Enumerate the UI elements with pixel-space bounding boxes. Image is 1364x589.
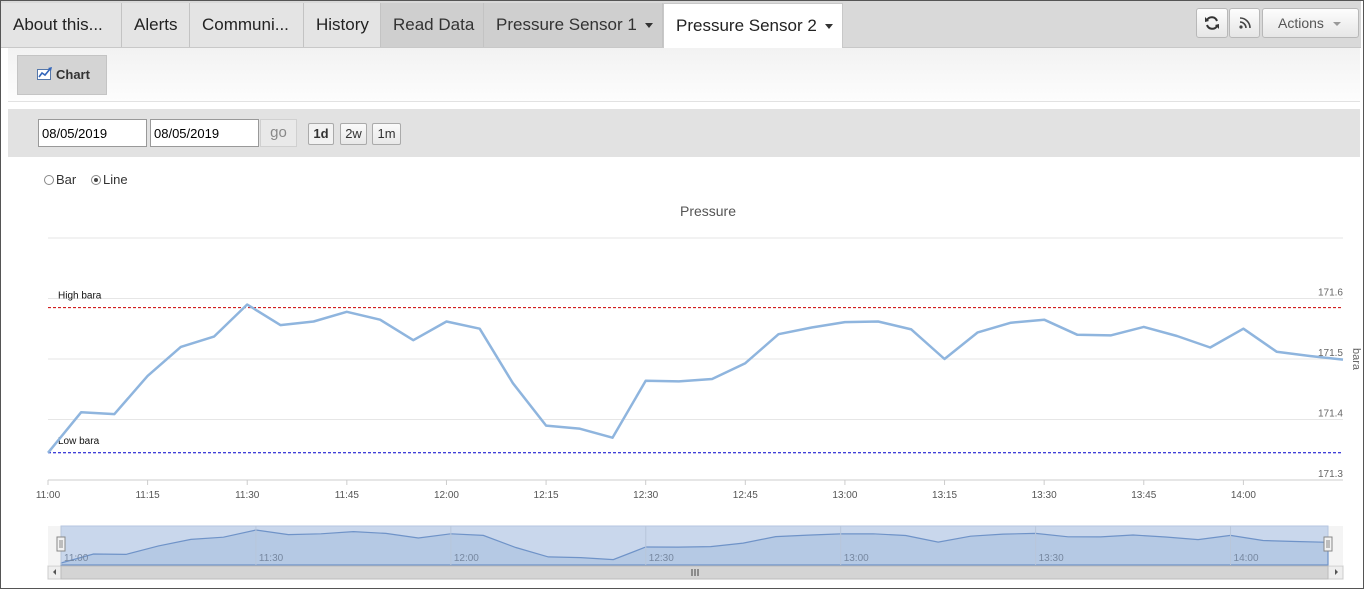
date-range-bar: go 1d 2w 1m [8, 109, 1360, 157]
tab-read-data[interactable]: Read Data [381, 3, 484, 47]
chevron-down-icon [644, 23, 653, 29]
chart-button-label: Chart [56, 67, 90, 82]
date-to-input[interactable] [150, 119, 259, 147]
toolbar: Chart [8, 48, 1360, 102]
tab-about[interactable]: About this... [1, 3, 122, 47]
tab-read-data-label: Read Data [393, 15, 475, 34]
range-1m-button[interactable]: 1m [372, 123, 401, 145]
range-1d-button[interactable]: 1d [308, 123, 334, 145]
chevron-down-icon [1333, 22, 1341, 26]
tab-about-label: About this... [13, 15, 103, 34]
date-from-input[interactable] [38, 119, 147, 147]
refresh-button[interactable] [1196, 8, 1228, 38]
tab-communication-label: Communi... [202, 15, 289, 34]
tab-pressure-sensor-1-label: Pressure Sensor 1 [496, 15, 637, 34]
refresh-icon [1205, 16, 1219, 30]
go-button[interactable]: go [260, 119, 297, 147]
actions-label: Actions [1278, 15, 1324, 31]
tab-alerts-label: Alerts [134, 15, 178, 34]
bar-radio-circle[interactable] [44, 175, 54, 185]
range-2w-button[interactable]: 2w [340, 123, 367, 145]
bar-radio[interactable]: Bar [44, 172, 76, 187]
line-radio-label: Line [103, 172, 128, 187]
line-radio[interactable]: Line [91, 172, 128, 187]
bar-radio-label: Bar [56, 172, 77, 187]
chevron-down-icon [824, 24, 833, 30]
tab-history-label: History [316, 15, 369, 34]
chart-icon [37, 67, 52, 80]
tab-pressure-sensor-1[interactable]: Pressure Sensor 1 [484, 3, 663, 47]
tab-alerts[interactable]: Alerts [122, 3, 190, 47]
actions-dropdown[interactable]: Actions [1262, 8, 1359, 38]
tab-bar: About this... Alerts Communi... History … [1, 1, 1361, 48]
tab-pressure-sensor-2-label: Pressure Sensor 2 [676, 16, 817, 35]
rss-icon [1238, 17, 1251, 29]
tab-history[interactable]: History [304, 3, 381, 47]
tab-communication[interactable]: Communi... [190, 3, 304, 47]
chart-button[interactable]: Chart [17, 55, 107, 95]
tab-pressure-sensor-2[interactable]: Pressure Sensor 2 [663, 3, 843, 48]
line-radio-circle[interactable] [91, 175, 101, 185]
rss-button[interactable] [1229, 8, 1260, 38]
